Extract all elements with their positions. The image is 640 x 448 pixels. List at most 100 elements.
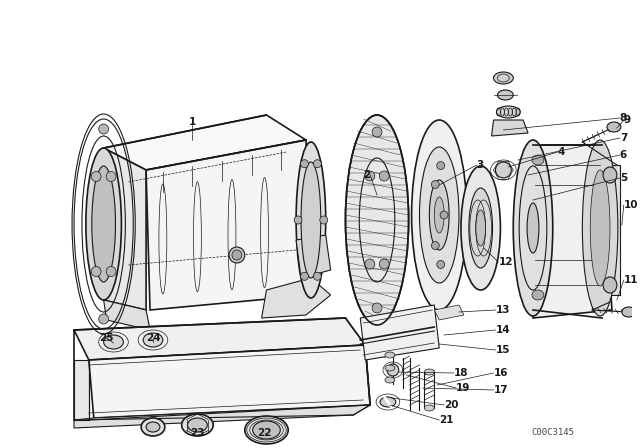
Text: 21: 21 [439, 415, 454, 425]
Ellipse shape [301, 162, 321, 278]
Ellipse shape [92, 267, 101, 276]
Ellipse shape [143, 333, 163, 347]
Ellipse shape [387, 364, 399, 376]
Polygon shape [74, 318, 365, 360]
Polygon shape [104, 148, 146, 310]
Ellipse shape [424, 369, 435, 375]
Text: 10: 10 [624, 200, 638, 210]
Text: 19: 19 [456, 383, 470, 393]
Polygon shape [296, 235, 331, 278]
Text: 9: 9 [624, 115, 631, 125]
Text: 15: 15 [495, 345, 510, 355]
Ellipse shape [346, 115, 408, 325]
Polygon shape [74, 360, 89, 420]
Ellipse shape [99, 314, 109, 324]
Ellipse shape [513, 140, 553, 316]
Ellipse shape [424, 405, 435, 411]
Ellipse shape [476, 210, 486, 246]
Ellipse shape [92, 166, 115, 282]
Text: 13: 13 [495, 305, 510, 315]
Text: C00C3145: C00C3145 [531, 427, 574, 436]
Ellipse shape [469, 188, 493, 268]
Ellipse shape [232, 250, 242, 260]
Ellipse shape [429, 180, 449, 250]
Ellipse shape [146, 422, 160, 432]
Ellipse shape [431, 181, 439, 189]
Ellipse shape [244, 416, 288, 444]
Ellipse shape [92, 172, 101, 181]
Ellipse shape [495, 162, 511, 178]
Ellipse shape [385, 352, 395, 358]
Ellipse shape [527, 203, 539, 253]
Polygon shape [435, 305, 464, 320]
Ellipse shape [532, 155, 544, 165]
Ellipse shape [431, 241, 439, 250]
Ellipse shape [253, 421, 280, 439]
Polygon shape [104, 300, 150, 330]
Text: 12: 12 [499, 257, 513, 267]
Ellipse shape [104, 335, 124, 349]
Polygon shape [89, 345, 370, 418]
Text: 22: 22 [257, 428, 272, 438]
Ellipse shape [301, 159, 308, 168]
Text: 7: 7 [620, 133, 627, 143]
Ellipse shape [622, 307, 636, 317]
Ellipse shape [493, 72, 513, 84]
Polygon shape [262, 278, 331, 318]
Ellipse shape [314, 272, 321, 280]
Ellipse shape [532, 290, 544, 300]
Ellipse shape [497, 90, 513, 100]
Text: 18: 18 [454, 368, 468, 378]
Ellipse shape [385, 365, 395, 371]
Text: 5: 5 [620, 173, 627, 183]
Ellipse shape [607, 122, 621, 132]
Ellipse shape [380, 397, 396, 407]
Ellipse shape [412, 120, 467, 310]
Text: 24: 24 [146, 333, 160, 343]
Ellipse shape [590, 170, 610, 286]
Ellipse shape [365, 171, 375, 181]
Ellipse shape [436, 260, 445, 268]
Ellipse shape [365, 259, 375, 269]
Text: 8: 8 [620, 113, 627, 123]
Text: 1: 1 [189, 117, 196, 127]
Text: 23: 23 [190, 428, 205, 438]
Text: 4: 4 [557, 147, 565, 157]
Text: 25: 25 [99, 333, 114, 343]
Ellipse shape [99, 124, 109, 134]
Ellipse shape [461, 166, 500, 290]
Ellipse shape [582, 140, 618, 316]
Ellipse shape [106, 172, 116, 181]
Text: 17: 17 [493, 385, 508, 395]
Ellipse shape [182, 414, 213, 436]
Ellipse shape [380, 259, 389, 269]
Ellipse shape [436, 162, 445, 169]
Polygon shape [104, 115, 306, 170]
Ellipse shape [320, 216, 328, 224]
Ellipse shape [106, 267, 116, 276]
Ellipse shape [435, 197, 444, 233]
Ellipse shape [188, 418, 207, 432]
Text: 2: 2 [363, 170, 370, 180]
Text: 16: 16 [493, 368, 508, 378]
Ellipse shape [229, 247, 244, 263]
Ellipse shape [380, 171, 389, 181]
Ellipse shape [372, 303, 382, 313]
Ellipse shape [440, 211, 448, 219]
Polygon shape [533, 145, 612, 318]
Ellipse shape [314, 159, 321, 168]
Polygon shape [492, 120, 528, 136]
Ellipse shape [603, 167, 617, 183]
Ellipse shape [294, 216, 302, 224]
Ellipse shape [603, 277, 617, 293]
Text: 20: 20 [444, 400, 459, 410]
Ellipse shape [497, 106, 520, 118]
Text: 11: 11 [624, 275, 638, 285]
Text: 6: 6 [620, 150, 627, 160]
Ellipse shape [86, 148, 122, 300]
Ellipse shape [372, 127, 382, 137]
Polygon shape [600, 165, 620, 295]
Ellipse shape [419, 147, 459, 283]
Ellipse shape [141, 418, 165, 436]
Polygon shape [146, 140, 311, 310]
